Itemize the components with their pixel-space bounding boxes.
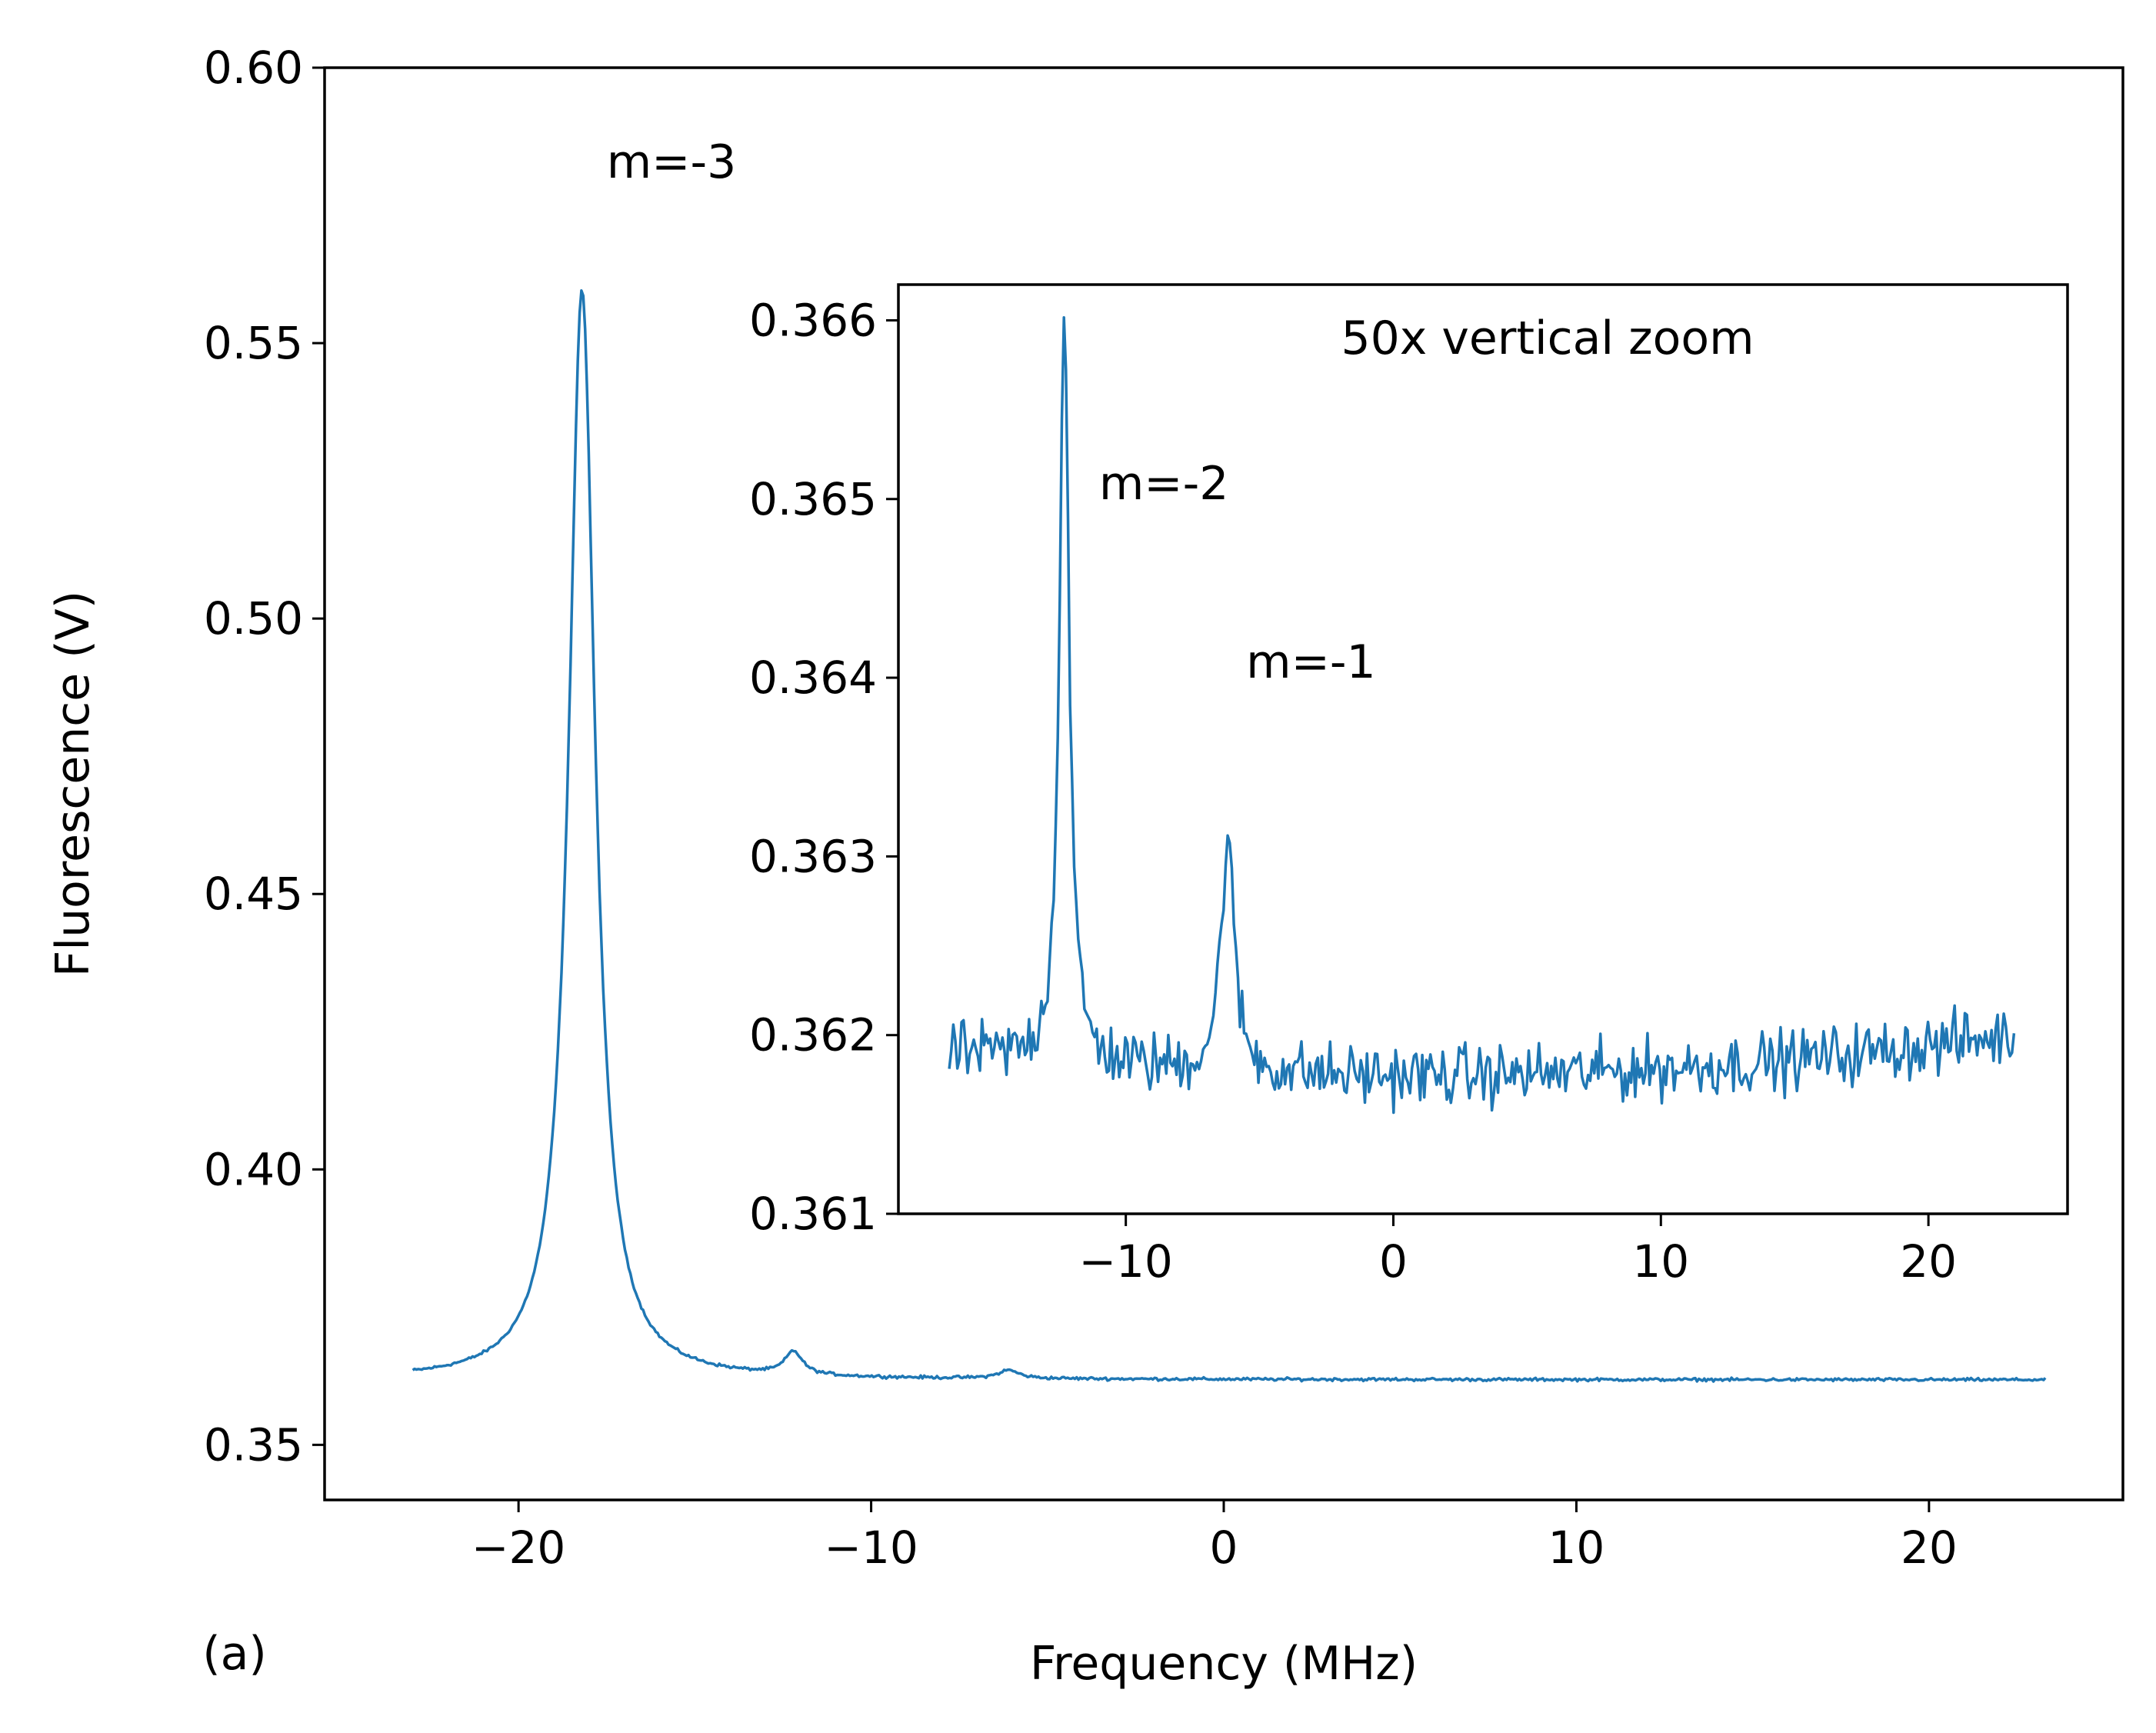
- x-tick-label: 0: [1210, 1521, 1238, 1574]
- y-tick-label: 0.40: [204, 1143, 303, 1195]
- main-y-ticks: 0.35 0.40 0.45 0.50 0.55 0.60: [204, 42, 325, 1471]
- inset-chart: −10 0 10 20 0.3610.3620.3630.3640.3650.366 …: [749, 283, 2069, 1288]
- main-fluorescence-line: [412, 289, 2047, 1383]
- inset-plot-frame: [897, 283, 2069, 1215]
- y-tick-label: 0.50: [204, 592, 303, 645]
- y-tick-label: 0.363: [749, 830, 877, 882]
- x-axis-label: Frequency (MHz): [1030, 1637, 1418, 1691]
- inset-series-group: [948, 315, 2016, 1115]
- y-tick-label: 0.45: [204, 868, 303, 920]
- main-series-group: [412, 289, 2047, 1383]
- inset-x-ticks: −10 0 10 20: [1078, 1214, 1957, 1288]
- x-tick-label: −10: [1078, 1235, 1172, 1288]
- x-tick-label: 20: [1900, 1235, 1957, 1288]
- annotation-m-3: m=-3: [607, 135, 737, 189]
- annotation-m-2: m=-2: [1099, 457, 1229, 511]
- figure-panel-label: (a): [202, 1627, 267, 1681]
- x-tick-label: −10: [824, 1521, 918, 1574]
- x-tick-label: 10: [1548, 1521, 1605, 1574]
- y-tick-label: 0.60: [204, 42, 303, 94]
- y-tick-label: 0.365: [749, 473, 877, 525]
- x-tick-label: 10: [1632, 1235, 1689, 1288]
- main-chart: −20 −10 0 10 20 0.35 0.40 0.45 0.50 0.55 0.60 m=-…: [46, 42, 2124, 1691]
- y-tick-label: 0.361: [749, 1188, 877, 1240]
- inset-background: [898, 285, 2068, 1214]
- y-tick-label: 0.366: [749, 294, 877, 346]
- x-tick-label: 0: [1379, 1235, 1408, 1288]
- inset-fluorescence-line: [948, 315, 2016, 1115]
- y-tick-label: 0.362: [749, 1009, 877, 1061]
- x-tick-label: −20: [472, 1521, 565, 1574]
- y-tick-label: 0.364: [749, 652, 877, 704]
- x-tick-label: 20: [1901, 1521, 1958, 1574]
- inset-title: 50x vertical zoom: [1341, 312, 1754, 365]
- y-tick-label: 0.55: [204, 317, 303, 369]
- annotation-m-1: m=-1: [1246, 635, 1376, 689]
- y-tick-label: 0.35: [204, 1418, 303, 1471]
- y-axis-label: Fluorescence (V): [46, 591, 100, 977]
- main-x-ticks: −20 −10 0 10 20: [472, 1500, 1958, 1574]
- inset-y-ticks: 0.361 0.362 0.363 0.364 0.365 0.366: [749, 294, 898, 1240]
